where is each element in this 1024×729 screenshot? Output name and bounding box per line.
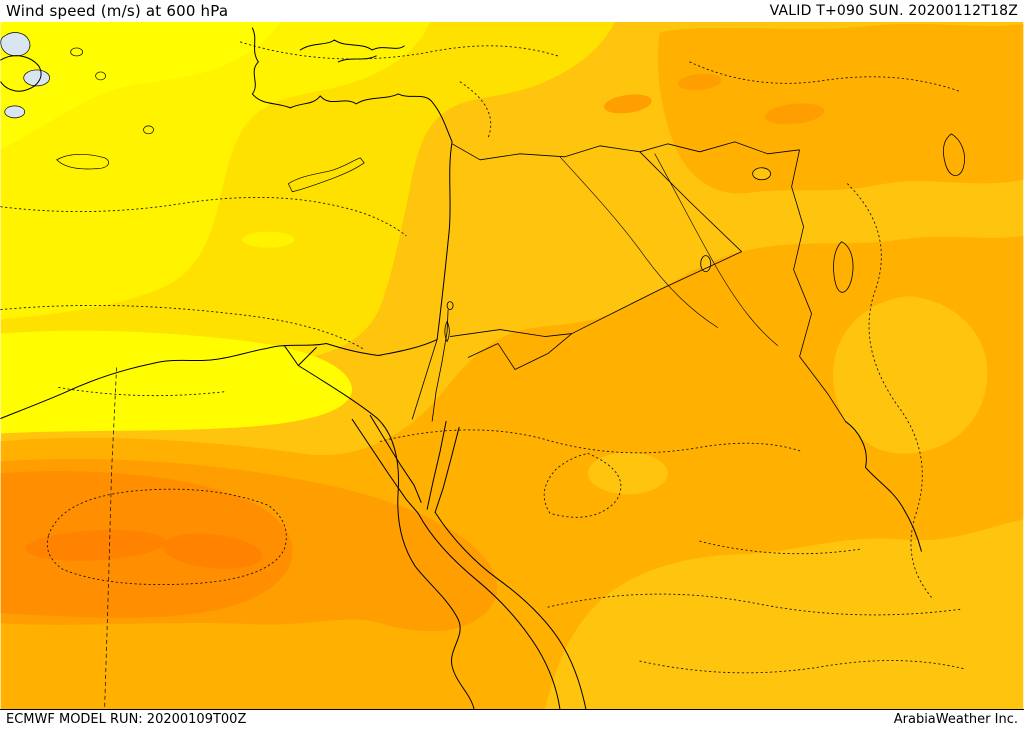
contour-fills xyxy=(0,22,1024,709)
contour-fill-orange-deepest-blob2 xyxy=(162,533,263,569)
border-egypt-libya-dashed xyxy=(104,367,117,709)
coastline-red-sea-west xyxy=(417,512,561,709)
contour-fill-orange-spot-ne1 xyxy=(604,94,652,114)
contour-fill-gold-hole-right xyxy=(833,296,988,454)
rivers xyxy=(559,153,778,346)
island-rhodes xyxy=(143,125,154,135)
contour-fill-gold-hole-mid xyxy=(587,452,668,495)
contour-fill-orange-spot-ne2 xyxy=(677,73,722,91)
island-small-1 xyxy=(70,47,83,57)
island-crete xyxy=(56,153,109,170)
border-iraq-saudi-jordan xyxy=(467,251,742,370)
border-iran-west xyxy=(791,149,846,422)
isoline-south-arabia xyxy=(547,593,962,616)
contour-fill-yellow-oval-sea xyxy=(242,231,295,248)
coastline-red-sea-east xyxy=(434,511,587,709)
pale-patch-3 xyxy=(4,105,26,119)
coastline-nile-river xyxy=(283,345,475,709)
island-cyprus xyxy=(287,157,365,193)
caspian-edge xyxy=(943,133,965,176)
coastline-gulf-of-aqaba xyxy=(426,420,460,513)
isoline-northeast xyxy=(689,61,962,93)
lake-urmia xyxy=(833,241,854,293)
contour-fill-orange-spot-ne3 xyxy=(764,103,825,125)
attribution-label: ArabiaWeather Inc. xyxy=(893,711,1018,727)
map-canvas xyxy=(0,22,1024,710)
coastline-gulf-of-suez xyxy=(351,414,422,514)
aegean-islands xyxy=(0,32,365,193)
country-borders xyxy=(104,141,846,709)
lake-tharthar xyxy=(700,255,712,273)
border-israel-jordan xyxy=(431,309,449,422)
coastline-mediterranean-levant-egypt xyxy=(0,27,453,419)
isoline-egypt-core xyxy=(46,488,287,586)
coastline-marmara-1 xyxy=(299,39,405,51)
isoline-closed-mid xyxy=(543,452,622,518)
isoline-syria-small xyxy=(459,81,492,139)
river-euphrates xyxy=(559,156,719,328)
pale-patch-1 xyxy=(0,32,31,57)
dotted-contour-lines xyxy=(0,41,966,674)
contour-fill-yellow-bright-band xyxy=(0,330,353,434)
map-footer: ECMWF MODEL RUN: 20200109T00Z ArabiaWeat… xyxy=(0,710,1024,728)
map-header: Wind speed (m/s) at 600 hPa VALID T+090 … xyxy=(0,0,1024,22)
river-tigris xyxy=(654,153,778,346)
isoline-egypt-coast xyxy=(58,387,227,397)
map-title: Wind speed (m/s) at 600 hPa xyxy=(6,2,229,20)
pale-patch-2 xyxy=(23,69,51,87)
sea-of-galilee xyxy=(446,301,454,310)
lakes xyxy=(444,133,965,343)
coastline-greek xyxy=(0,55,42,92)
wind-speed-contour-map xyxy=(0,22,1024,709)
contour-fill-amber-northeast xyxy=(657,23,1024,194)
contour-fill-orange-deepest-blob1 xyxy=(25,529,166,561)
isoline-saudi-small xyxy=(699,540,860,555)
isoline-sea-upper xyxy=(0,196,407,237)
isoline-arabia-mid xyxy=(379,429,803,454)
border-syria-jordan xyxy=(450,329,572,337)
border-syria-iraq xyxy=(639,151,742,252)
isoline-bottom-right xyxy=(639,660,966,674)
model-run-label: ECMWF MODEL RUN: 20200109T00Z xyxy=(6,711,247,727)
contour-fill-yellow-bright-corner xyxy=(0,22,281,150)
border-israel-egypt xyxy=(411,339,438,420)
coastlines xyxy=(0,27,922,709)
valid-time-label: VALID T+090 SUN. 20200112T18Z xyxy=(769,3,1018,19)
contour-fill-yellow-mid-northwest xyxy=(0,22,431,320)
island-small-2 xyxy=(95,71,106,81)
lake-van xyxy=(752,167,772,181)
coastline-persian-gulf-head xyxy=(845,420,922,552)
